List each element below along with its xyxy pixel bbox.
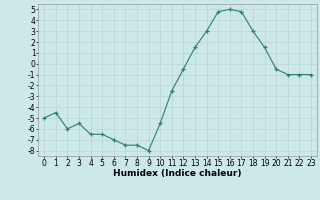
X-axis label: Humidex (Indice chaleur): Humidex (Indice chaleur) xyxy=(113,169,242,178)
